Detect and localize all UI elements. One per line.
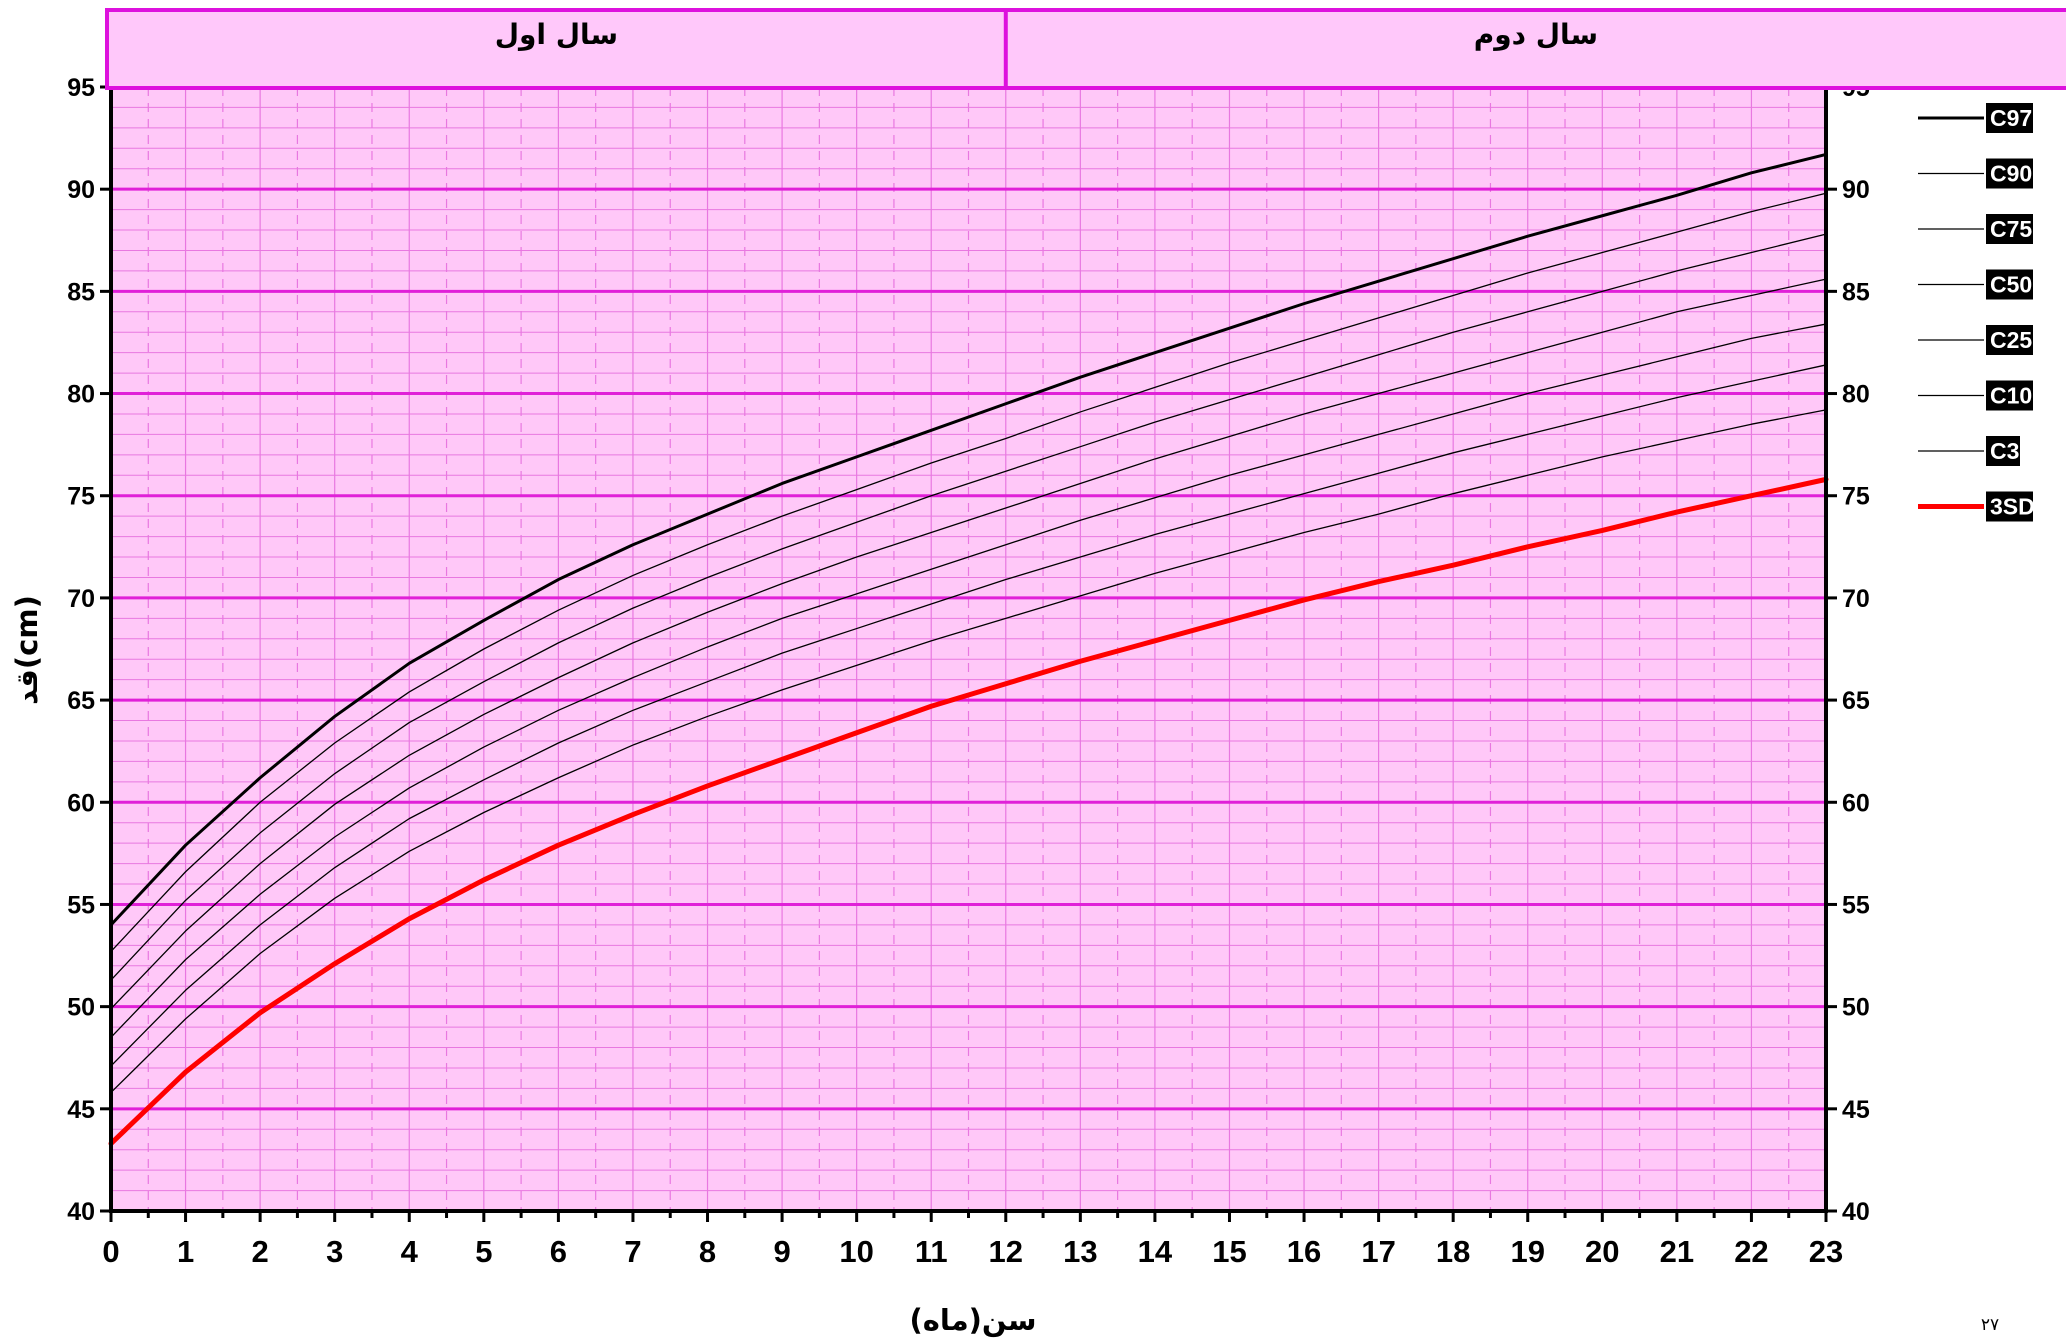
series-line-c3 <box>110 409 1827 1094</box>
bottom-tick-label: 21 <box>1660 1234 1694 1269</box>
legend-box <box>1986 103 2033 133</box>
bottom-tick-label: 17 <box>1361 1234 1395 1269</box>
bottom-tick-label: 22 <box>1734 1234 1768 1269</box>
series-line-c10 <box>110 364 1827 1067</box>
left-tick-label: 55 <box>67 891 95 919</box>
legend-label: C75 <box>1990 216 2032 242</box>
bottom-tick-label: 13 <box>1063 1234 1097 1269</box>
left-tick-label: 75 <box>67 483 95 511</box>
right-tick-label: 75 <box>1842 483 1870 511</box>
series-line-c75 <box>110 233 1827 981</box>
series-line-c25 <box>110 323 1827 1038</box>
bottom-tick-label: 1 <box>177 1234 194 1269</box>
legend-label: 3SD <box>1990 494 2035 520</box>
bottom-tick-label: 7 <box>624 1234 641 1269</box>
bottom-tick-label: 2 <box>252 1234 269 1269</box>
left-tick-label: 40 <box>67 1198 95 1226</box>
left-tick-label: 60 <box>67 789 95 817</box>
header-bands: سال اول سال دوم <box>105 8 2066 90</box>
bottom-tick-label: 11 <box>915 1234 948 1269</box>
legend-box <box>1986 436 2020 466</box>
legend-label: C3 <box>1990 438 2019 464</box>
right-tick-label: 80 <box>1842 381 1870 409</box>
right-tick-label: 60 <box>1842 789 1870 817</box>
right-tick-label: 65 <box>1842 687 1870 715</box>
left-tick-label: 85 <box>67 278 95 306</box>
legend: C97 C90 C75 C50 C25 C10 C3 3SD <box>1918 103 2035 522</box>
bottom-tick-label: 4 <box>401 1234 419 1269</box>
right-tick-label: 40 <box>1842 1198 1870 1226</box>
bottom-tick-label: 18 <box>1436 1234 1470 1269</box>
left-axis: 40 45 50 55 60 65 70 75 80 85 90 95 <box>67 74 113 1226</box>
legend-box <box>1986 380 2033 411</box>
right-tick-label: 45 <box>1842 1096 1870 1124</box>
bottom-tick-label: 16 <box>1287 1234 1321 1269</box>
y-axis-title: قد(cm) <box>10 595 44 705</box>
major-grid <box>111 85 1826 1111</box>
left-tick-label: 70 <box>67 585 95 613</box>
bottom-tick-label: 3 <box>326 1234 343 1269</box>
legend-box <box>1986 491 2033 522</box>
legend-label: C90 <box>1990 161 2032 187</box>
legend-label: C10 <box>1990 383 2032 409</box>
bottom-axis: 0 1 2 3 4 5 6 7 8 9 10 11 12 13 14 15 16 17 18 19 20 21 22 23 <box>102 1209 1843 1269</box>
bottom-tick-label: 0 <box>102 1234 119 1269</box>
legend-label: C50 <box>1990 272 2032 298</box>
series-line-3sd <box>108 476 1829 1147</box>
series-line-c97 <box>109 152 1828 927</box>
bottom-tick-label: 10 <box>839 1234 873 1269</box>
bottom-tick-label: 14 <box>1138 1234 1173 1269</box>
bottom-tick-label: 12 <box>989 1234 1023 1269</box>
legend-label: C25 <box>1990 327 2032 353</box>
header-band-frame <box>105 8 2066 90</box>
bottom-tick-label: 6 <box>550 1234 567 1269</box>
header-band-label: سال اول <box>495 18 618 51</box>
header-band-label: سال دوم <box>1474 18 1598 51</box>
bottom-tick-label: 9 <box>773 1234 790 1269</box>
legend-box <box>1986 269 2033 300</box>
right-tick-label: 55 <box>1842 891 1870 919</box>
legend-label: C97 <box>1990 105 2032 131</box>
left-tick-label: 45 <box>67 1096 95 1124</box>
right-tick-label: 90 <box>1842 176 1870 204</box>
bottom-tick-label: 23 <box>1809 1234 1843 1269</box>
bottom-tick-label: 15 <box>1212 1234 1246 1269</box>
series-line-c50 <box>110 278 1827 1010</box>
left-tick-label: 95 <box>67 74 95 102</box>
right-tick-label: 70 <box>1842 585 1870 613</box>
series-lines <box>108 152 1829 1147</box>
bottom-tick-label: 8 <box>699 1234 716 1269</box>
left-tick-label: 80 <box>67 381 95 409</box>
legend-box <box>1986 325 2033 355</box>
right-tick-label: 85 <box>1842 278 1870 306</box>
legend-box <box>1986 214 2033 244</box>
left-tick-label: 65 <box>67 687 95 715</box>
series-line-c90 <box>110 192 1827 953</box>
right-tick-label: 50 <box>1842 994 1870 1022</box>
left-tick-label: 90 <box>67 176 95 204</box>
bottom-tick-label: 19 <box>1510 1234 1544 1269</box>
legend-box <box>1986 158 2033 189</box>
left-tick-label: 50 <box>67 994 95 1022</box>
x-axis-title: سن(ماه) <box>909 1303 1036 1337</box>
bottom-tick-label: 20 <box>1585 1234 1619 1269</box>
bottom-tick-label: 5 <box>475 1234 492 1269</box>
page-number: ۲۷ <box>1981 1315 1999 1335</box>
minor-grid <box>110 87 1827 1211</box>
